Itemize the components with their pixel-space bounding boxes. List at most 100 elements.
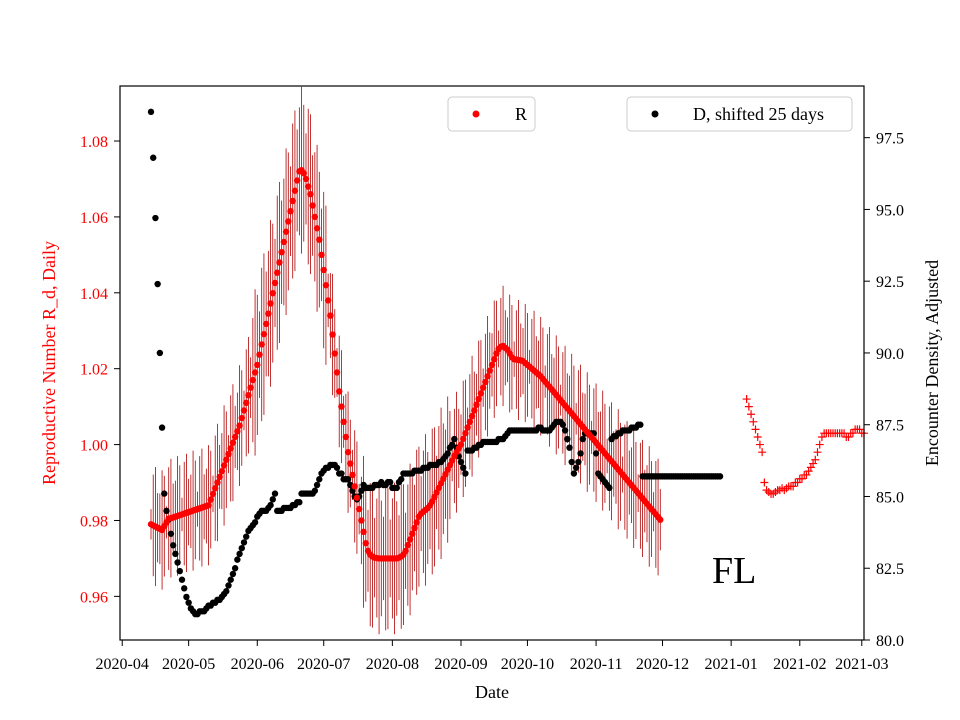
d-point xyxy=(316,476,323,483)
r-point xyxy=(282,228,290,235)
legend-d-box xyxy=(626,96,853,132)
r-point xyxy=(285,218,292,225)
legend-d: D, shifted 25 days xyxy=(626,96,853,132)
r-point xyxy=(477,390,485,397)
d-point xyxy=(227,576,234,583)
r-point xyxy=(311,213,319,221)
y-right-tick-label: 95.0 xyxy=(876,202,904,219)
r-point xyxy=(324,297,332,304)
r-point xyxy=(404,541,412,549)
r-point xyxy=(218,467,226,475)
d-point xyxy=(269,496,276,503)
r-point xyxy=(212,485,219,492)
r-point xyxy=(249,376,257,384)
r-point xyxy=(462,429,469,437)
r-point xyxy=(302,175,310,183)
d-point xyxy=(462,470,469,477)
d-point xyxy=(167,530,175,537)
x-axis-label: Date xyxy=(475,682,509,702)
d-point xyxy=(181,585,188,592)
d-point xyxy=(575,458,582,466)
r-point xyxy=(411,524,418,532)
plot-frame xyxy=(119,85,865,641)
r-point xyxy=(460,435,467,443)
r-point xyxy=(482,378,489,386)
d-point xyxy=(178,576,186,583)
r-point xyxy=(344,448,352,456)
d-point xyxy=(174,559,181,566)
r-point xyxy=(362,540,369,547)
r-point xyxy=(291,187,299,194)
legend-r-marker xyxy=(472,110,480,118)
d-point xyxy=(243,533,250,540)
d-point xyxy=(606,484,613,492)
r-point xyxy=(309,202,316,209)
d-point xyxy=(169,542,177,549)
r-point xyxy=(657,516,664,523)
r-point xyxy=(402,547,409,555)
d-point xyxy=(156,349,164,357)
d-point xyxy=(271,490,279,497)
r-late-point xyxy=(755,440,764,449)
d-point xyxy=(236,550,243,558)
d-point xyxy=(398,476,405,483)
r-series-layer xyxy=(147,167,868,562)
x-tick-label: 2021-01 xyxy=(704,656,757,673)
d-point xyxy=(150,154,157,161)
r-point xyxy=(475,395,482,403)
r-point xyxy=(347,460,354,467)
legend-d-label: D, shifted 25 days xyxy=(693,104,824,124)
x-tick-label: 2020-11 xyxy=(570,656,623,673)
r-point xyxy=(269,289,276,297)
r-point xyxy=(329,331,336,338)
r-late-point xyxy=(815,440,824,449)
d-point xyxy=(451,435,458,443)
r-point xyxy=(209,490,217,498)
d-point xyxy=(267,501,274,509)
r-point xyxy=(360,528,367,536)
r-point xyxy=(274,269,281,276)
r-point xyxy=(313,225,321,232)
r-point xyxy=(265,310,272,317)
y-right-tick-label: 85.0 xyxy=(876,489,904,506)
d-point xyxy=(460,464,467,471)
r-point xyxy=(466,418,474,426)
x-tick-label: 2020-06 xyxy=(231,656,284,673)
x-tick-label: 2020-05 xyxy=(162,656,215,673)
r-point xyxy=(471,407,478,414)
r-late-point xyxy=(744,402,753,411)
d-point xyxy=(238,544,245,552)
r-point xyxy=(333,369,341,376)
d-point xyxy=(338,470,345,477)
y-left-tick-label: 1.04 xyxy=(80,286,108,303)
d-point xyxy=(333,464,341,471)
r-point xyxy=(409,530,416,537)
d-point xyxy=(344,476,352,483)
r-point xyxy=(413,519,420,526)
r-point xyxy=(247,384,254,391)
r-point xyxy=(327,312,334,319)
r-point xyxy=(316,236,323,243)
r-point xyxy=(254,361,261,369)
d-point xyxy=(393,484,400,492)
y-right-tick-label: 90.0 xyxy=(876,346,904,363)
r-point xyxy=(216,473,223,481)
y-left-tick-label: 0.98 xyxy=(80,513,108,530)
r-point xyxy=(236,422,243,429)
x-tick-label: 2020-10 xyxy=(501,656,554,673)
d-point xyxy=(577,450,584,457)
r-point xyxy=(231,433,239,441)
d-point xyxy=(457,458,465,466)
r-late-point xyxy=(760,478,769,487)
y-right-tick-label: 80.0 xyxy=(876,633,904,650)
x-tick-label: 2021-02 xyxy=(773,656,826,673)
r-point xyxy=(486,367,493,374)
d-point xyxy=(154,280,161,288)
r-point xyxy=(318,251,325,259)
d-point xyxy=(564,435,571,443)
r-late-point xyxy=(751,425,760,434)
d-point xyxy=(561,427,569,434)
d-point xyxy=(566,444,573,451)
r-point xyxy=(240,407,248,414)
legend-r-box xyxy=(447,96,536,132)
